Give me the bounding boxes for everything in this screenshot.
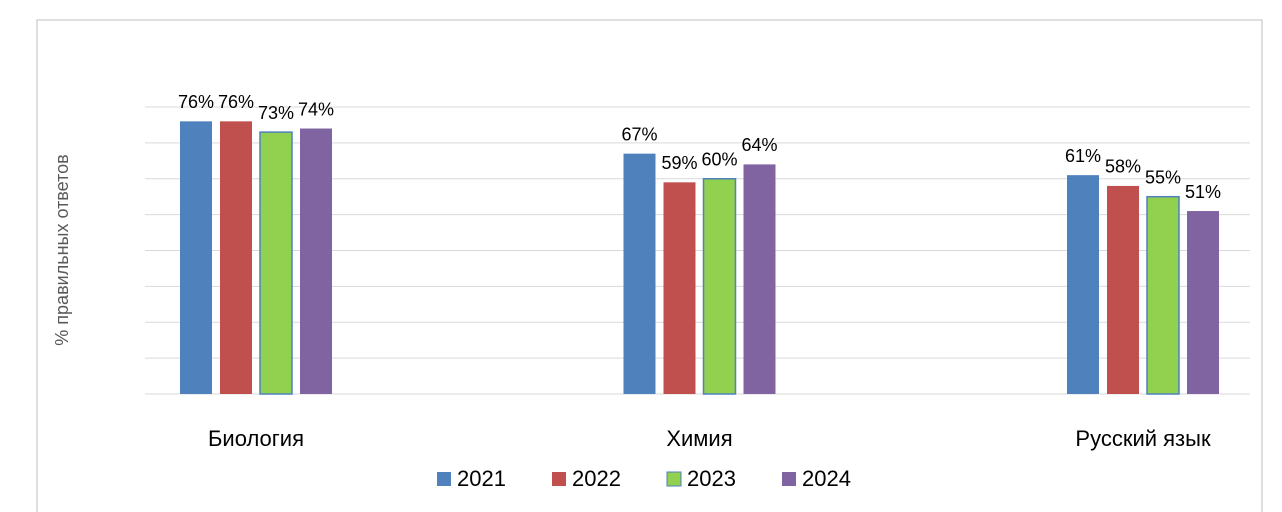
bar [663,182,696,394]
bar [1067,175,1099,394]
value-label: 58% [1105,157,1141,177]
legend-label: 2022 [572,466,621,491]
x-tick-label: Биология [208,426,304,451]
bar [702,178,737,395]
bar [743,164,776,394]
value-label: 61% [1065,146,1101,166]
bar [1146,195,1180,395]
value-label: 64% [741,135,777,155]
value-label: 74% [298,99,334,119]
value-label: 55% [1145,167,1181,187]
value-label: 59% [661,153,697,173]
bar [180,121,212,394]
legend-swatch [437,472,451,486]
legend-label: 2024 [802,466,851,491]
value-label: 76% [218,92,254,112]
x-tick-label: Русский язык [1075,426,1211,451]
legend-label: 2023 [687,466,736,491]
legend-label: 2021 [457,466,506,491]
bar [220,121,252,394]
x-tick-label: Химия [666,426,732,451]
bar [623,153,656,394]
chart-border [36,19,1263,512]
legend-swatch [666,471,682,487]
value-label: 51% [1185,182,1221,202]
bar [300,128,332,394]
value-label: 73% [258,103,294,123]
value-label: 60% [701,150,737,170]
bar [259,131,293,395]
legend-swatch [552,472,566,486]
legend-swatch [782,472,796,486]
bar [1187,211,1219,394]
bar [1107,185,1139,394]
y-axis-label: % правильных ответов [52,154,72,345]
value-label: 67% [621,124,657,144]
value-label: 76% [178,92,214,112]
